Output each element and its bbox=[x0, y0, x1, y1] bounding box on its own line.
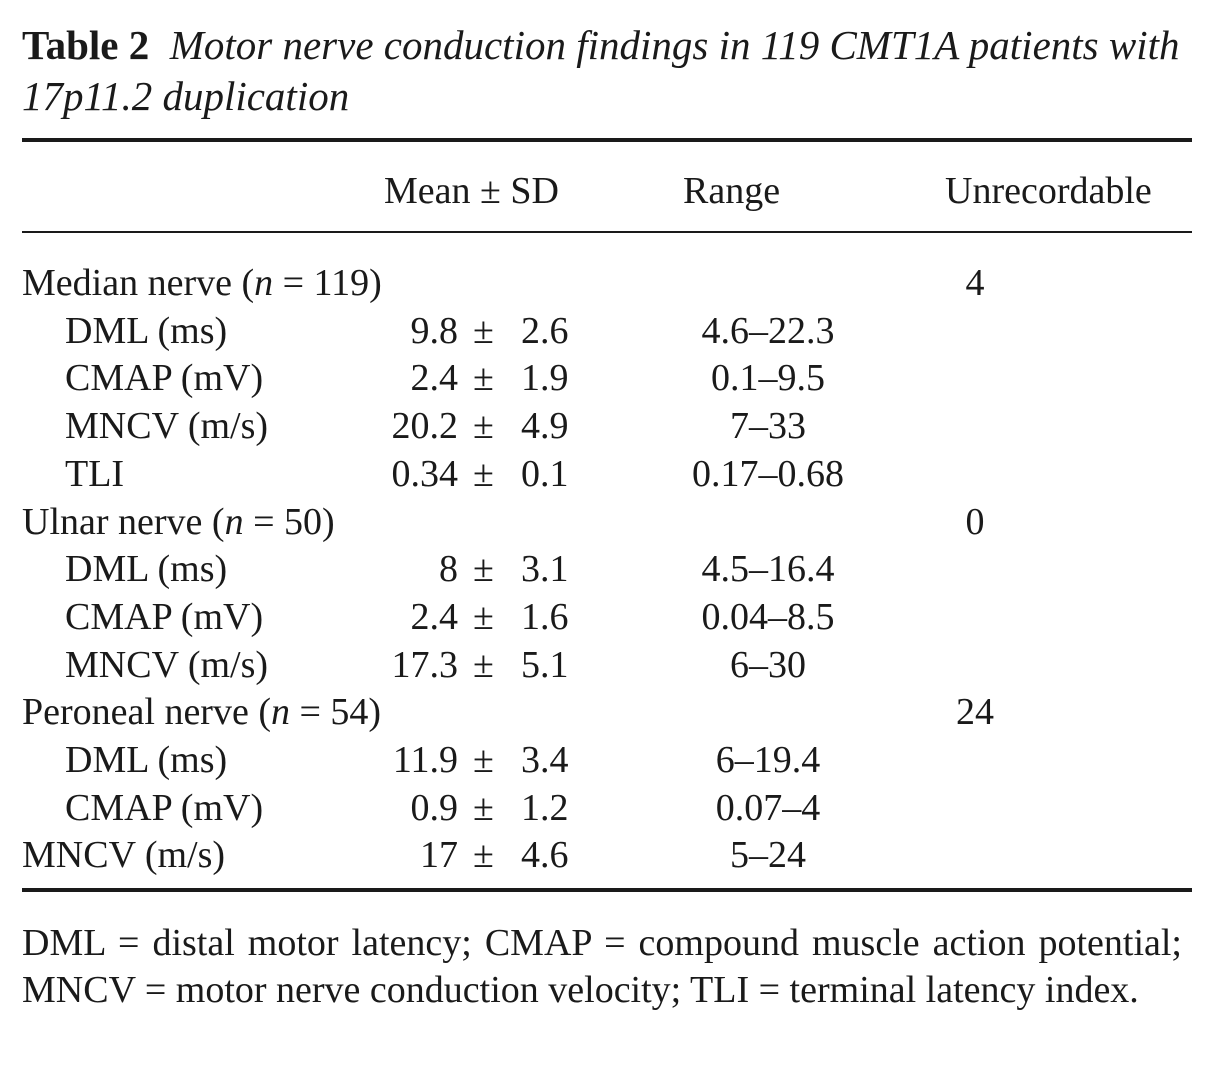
mean-value: 11.9 bbox=[392, 739, 458, 781]
table-row: MNCV (m/s) 17 ±4.6 5–24 bbox=[0, 831, 1212, 879]
n-symbol: n bbox=[224, 501, 244, 543]
sd-value: 0.1 bbox=[521, 453, 569, 495]
row-label: Peroneal nerve (n = 54) bbox=[22, 688, 381, 736]
row-label: CMAP (mV) bbox=[65, 596, 264, 638]
range-value: 7–33 bbox=[730, 405, 806, 447]
plus-minus-sign: ± bbox=[473, 453, 494, 495]
sd-value: 1.6 bbox=[521, 596, 569, 638]
sd-value: 5.1 bbox=[521, 644, 569, 686]
header-rule bbox=[22, 231, 1192, 233]
row-label-text: Peroneal nerve ( bbox=[22, 691, 271, 733]
range-value: 0.17–0.68 bbox=[692, 453, 844, 495]
sd-value: 4.9 bbox=[521, 405, 569, 447]
n-symbol: n bbox=[254, 262, 274, 304]
mean-value: 9.8 bbox=[410, 310, 459, 352]
table-row: Peroneal nerve (n = 54) 24 bbox=[0, 688, 1212, 736]
table-caption: Table 2 Motor nerve conduction findings … bbox=[22, 20, 1192, 122]
plus-minus-sign: ± bbox=[473, 787, 494, 829]
table-row: DML (ms) 9.8 ±2.6 4.6–22.3 bbox=[0, 307, 1212, 355]
sd-value: 2.6 bbox=[521, 310, 569, 352]
row-label: TLI bbox=[65, 453, 125, 495]
mean-value: 8 bbox=[439, 548, 458, 590]
row-label: DML (ms) bbox=[65, 739, 228, 781]
range-value: 5–24 bbox=[730, 834, 806, 876]
row-label: Ulnar nerve (n = 50) bbox=[22, 498, 335, 546]
table-title: Motor nerve conduction findings in 119 C… bbox=[22, 22, 1180, 119]
sd-value: 3.1 bbox=[521, 548, 569, 590]
row-label: DML (ms) bbox=[65, 310, 228, 352]
table-number: Table 2 bbox=[22, 22, 150, 68]
n-symbol: n bbox=[271, 691, 290, 733]
sd-value: 4.6 bbox=[521, 834, 569, 876]
row-label: MNCV (m/s) bbox=[65, 644, 269, 686]
unrecordable-value: 24 bbox=[956, 691, 994, 733]
bottom-rule bbox=[22, 888, 1192, 892]
plus-minus-sign: ± bbox=[473, 834, 494, 876]
row-label-text: Median nerve ( bbox=[22, 262, 255, 304]
table-row: DML (ms) 8 ±3.1 4.5–16.4 bbox=[0, 545, 1212, 593]
table-row: DML (ms) 11.9 ±3.4 6–19.4 bbox=[0, 736, 1212, 784]
table-row: CMAP (mV) 2.4 ±1.6 0.04–8.5 bbox=[0, 593, 1212, 641]
mean-value: 17 bbox=[420, 834, 458, 876]
row-label: DML (ms) bbox=[65, 548, 228, 590]
unrecordable-value: 0 bbox=[965, 501, 985, 543]
header-row: Mean ± SD Range Unrecordable bbox=[0, 167, 1212, 215]
plus-minus-sign: ± bbox=[473, 357, 494, 399]
row-label: MNCV (m/s) bbox=[22, 834, 226, 876]
table-row: MNCV (m/s) 17.3 ±5.1 6–30 bbox=[0, 641, 1212, 689]
row-count-text: = 119) bbox=[273, 262, 382, 304]
sd-value: 3.4 bbox=[521, 739, 569, 781]
range-value: 0.04–8.5 bbox=[701, 596, 835, 638]
table-row: Median nerve (n = 119) 4 bbox=[0, 259, 1212, 307]
range-value: 4.6–22.3 bbox=[701, 310, 835, 352]
top-rule bbox=[22, 138, 1192, 142]
mean-value: 0.34 bbox=[391, 453, 459, 495]
range-value: 6–30 bbox=[730, 644, 806, 686]
plus-minus-sign: ± bbox=[473, 310, 494, 352]
sd-value: 1.9 bbox=[521, 357, 569, 399]
header-unrecordable: Unrecordable bbox=[945, 170, 1152, 212]
row-label: CMAP (mV) bbox=[65, 787, 264, 829]
row-count-text: = 50) bbox=[243, 501, 335, 543]
table-row: CMAP (mV) 0.9 ±1.2 0.07–4 bbox=[0, 784, 1212, 832]
plus-minus-sign: ± bbox=[473, 405, 494, 447]
mean-value: 2.4 bbox=[410, 596, 459, 638]
row-label-text: Ulnar nerve ( bbox=[22, 501, 225, 543]
row-count-text: = 54) bbox=[290, 691, 382, 733]
plus-minus-sign: ± bbox=[473, 739, 494, 781]
row-label: CMAP (mV) bbox=[65, 357, 264, 399]
header-mean-sd: Mean ± SD bbox=[384, 170, 559, 212]
table-row: Ulnar nerve (n = 50) 0 bbox=[0, 498, 1212, 546]
mean-value: 0.9 bbox=[410, 787, 459, 829]
plus-minus-sign: ± bbox=[473, 548, 494, 590]
range-value: 6–19.4 bbox=[715, 739, 821, 781]
table-row: MNCV (m/s) 20.2 ±4.9 7–33 bbox=[0, 402, 1212, 450]
range-value: 0.07–4 bbox=[715, 787, 821, 829]
row-label: MNCV (m/s) bbox=[65, 405, 269, 447]
table-row: TLI 0.34 ±0.1 0.17–0.68 bbox=[0, 450, 1212, 498]
range-value: 4.5–16.4 bbox=[701, 548, 835, 590]
sd-value: 1.2 bbox=[521, 787, 569, 829]
plus-minus-sign: ± bbox=[473, 596, 494, 638]
table-footnote: DML = distal motor latency; CMAP = compo… bbox=[22, 922, 1182, 1011]
table-row: CMAP (mV) 2.4 ±1.9 0.1–9.5 bbox=[0, 354, 1212, 402]
range-value: 0.1–9.5 bbox=[711, 357, 825, 399]
row-label: Median nerve (n = 119) bbox=[22, 259, 382, 307]
mean-value: 2.4 bbox=[410, 357, 459, 399]
mean-value: 17.3 bbox=[391, 644, 459, 686]
header-range: Range bbox=[683, 170, 781, 212]
unrecordable-value: 4 bbox=[965, 262, 985, 304]
mean-value: 20.2 bbox=[391, 405, 459, 447]
plus-minus-sign: ± bbox=[473, 644, 494, 686]
